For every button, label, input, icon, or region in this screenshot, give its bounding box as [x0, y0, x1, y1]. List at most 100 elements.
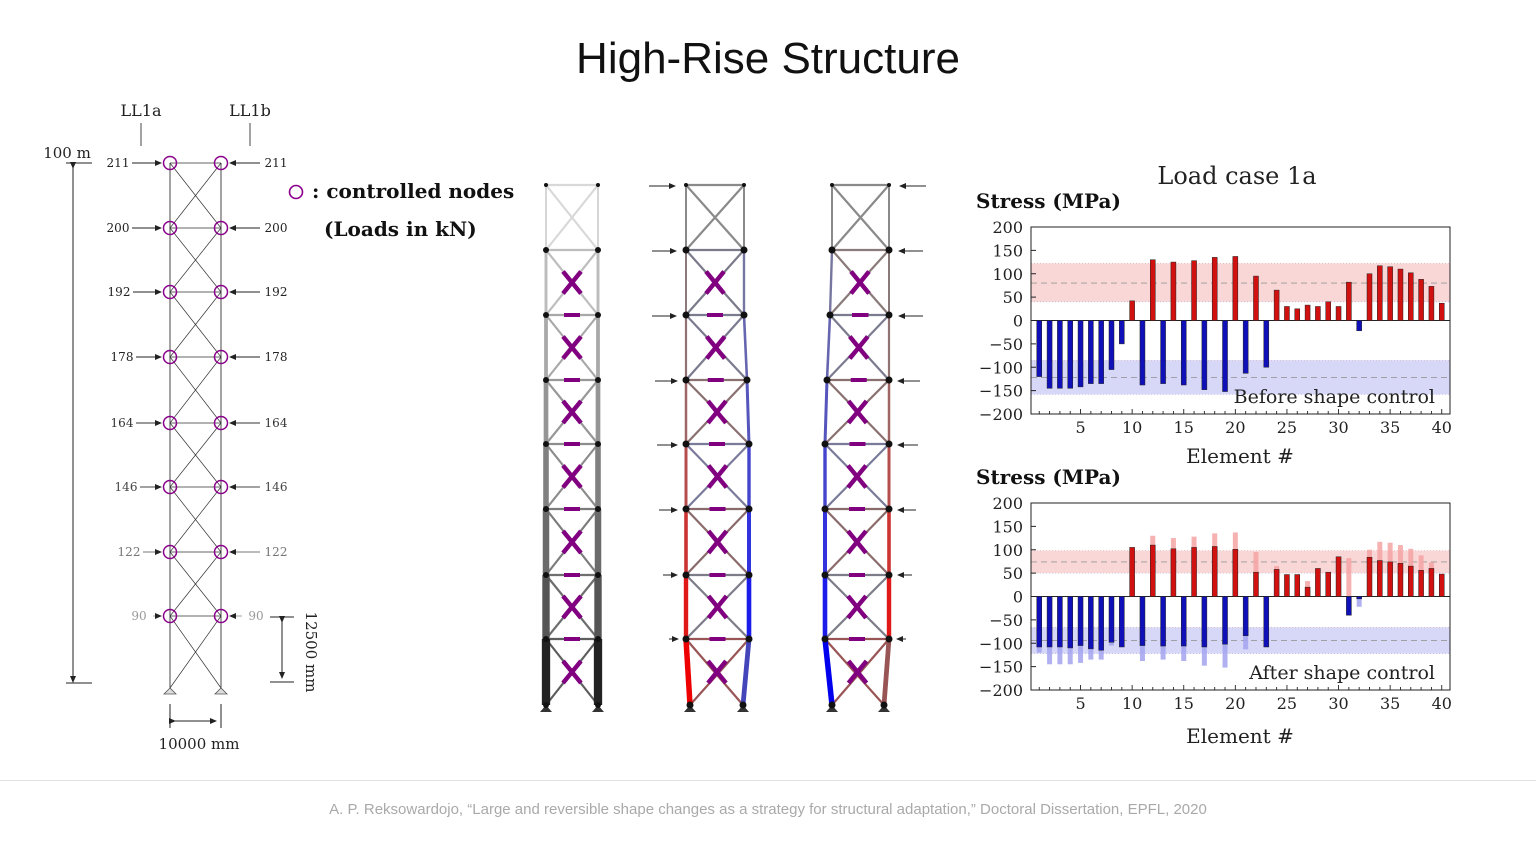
node	[543, 441, 549, 447]
stress-bar	[1418, 570, 1424, 597]
node	[885, 311, 893, 319]
load-label-right: 146	[265, 480, 288, 494]
chart-annotation: After shape control	[1248, 662, 1435, 684]
stress-bar	[1232, 256, 1239, 321]
x-tick-label: 20	[1225, 694, 1245, 713]
bay-height-dimension-label: 12500 mm	[302, 612, 320, 693]
stress-bar	[1366, 556, 1373, 597]
footer-divider	[0, 780, 1536, 781]
x-tick-label: 10	[1122, 694, 1142, 713]
x-tick-label: 20	[1225, 418, 1245, 437]
controlled-node-icon	[162, 608, 178, 624]
controlled-node-icon	[213, 608, 229, 624]
y-tick-label: 200	[992, 494, 1023, 513]
stress-bar	[1335, 306, 1342, 321]
chart-annotation: Before shape control	[1234, 386, 1435, 408]
stress-bar	[1273, 289, 1280, 321]
stress-bar	[1139, 596, 1146, 646]
node	[830, 183, 834, 187]
load-label-left: 146	[115, 480, 138, 494]
reference-bar	[1346, 558, 1352, 597]
page-title: High-Rise Structure	[576, 34, 960, 83]
node	[823, 376, 831, 384]
actuator-brace	[561, 335, 583, 360]
controlled-node-icon	[213, 544, 229, 560]
node	[885, 635, 893, 643]
stress-bar	[1304, 586, 1311, 597]
stress-bar	[1201, 320, 1208, 390]
stress-bar	[1201, 596, 1208, 648]
node	[682, 311, 690, 319]
brace-line	[169, 615, 222, 689]
node	[682, 635, 690, 643]
stress-chart-before: Load case 1a Stress (MPa) Element # 2001…	[976, 162, 1452, 468]
stress-bar	[1428, 568, 1435, 597]
node	[745, 635, 753, 643]
actuator-brace	[846, 594, 868, 620]
stress-bar	[1397, 563, 1404, 597]
stress-bar	[1180, 320, 1187, 386]
stress-bar	[1242, 596, 1249, 637]
stress-bar	[1119, 320, 1125, 345]
brace-line	[169, 291, 222, 358]
node	[745, 571, 753, 579]
y-tick-label: −50	[989, 611, 1023, 630]
stress-bar	[1170, 548, 1177, 597]
load-label-left: 211	[107, 156, 130, 170]
node	[682, 246, 690, 254]
load-label-right: 90	[248, 609, 263, 623]
brace-member	[824, 638, 885, 706]
stress-bar	[1211, 546, 1218, 597]
stress-bar	[1129, 300, 1135, 321]
node	[740, 246, 748, 254]
stress-bar	[1356, 320, 1362, 332]
node	[743, 376, 751, 384]
node	[543, 702, 549, 708]
stress-bar	[1242, 320, 1249, 374]
actuator-brace	[849, 270, 871, 295]
y-tick-label: −150	[979, 658, 1023, 677]
node	[595, 572, 601, 578]
node	[595, 636, 601, 642]
node	[742, 183, 746, 187]
stress-bar	[1315, 306, 1321, 321]
x-tick-label: 15	[1174, 694, 1194, 713]
actuator-brace	[561, 399, 583, 425]
x-tick-label: 35	[1380, 694, 1400, 713]
y-tick-label: 50	[1003, 564, 1023, 583]
y-tick-label: −50	[989, 335, 1023, 354]
tower-force-view	[540, 183, 604, 712]
actuator-brace	[561, 464, 583, 489]
node	[828, 246, 836, 254]
node	[543, 247, 549, 253]
stress-bar	[1325, 571, 1331, 597]
x-tick-label: 40	[1432, 694, 1452, 713]
load-label-right: 178	[265, 350, 288, 364]
actuator-brace	[705, 335, 727, 360]
node	[595, 377, 601, 383]
load-label-right: 192	[265, 285, 288, 299]
y-axis-label: Stress (MPa)	[976, 465, 1121, 489]
y-tick-label: 150	[992, 517, 1023, 536]
node	[595, 441, 601, 447]
stress-bar	[1408, 272, 1414, 321]
y-tick-label: 200	[992, 218, 1023, 237]
x-tick-label: 30	[1328, 694, 1348, 713]
stress-bar	[1211, 257, 1218, 321]
x-tick-label: 35	[1380, 418, 1400, 437]
y-tick-label: 100	[992, 541, 1023, 560]
y-tick-label: 50	[1003, 288, 1023, 307]
stress-bar	[1108, 320, 1115, 370]
controlled-node-icon	[213, 415, 229, 431]
stress-bar	[1098, 596, 1104, 651]
actuator-brace	[706, 659, 728, 685]
node	[739, 701, 747, 709]
brace-line	[169, 227, 222, 293]
controlled-node-icon	[162, 284, 178, 300]
stress-bar	[1366, 273, 1373, 321]
load-label-left: 178	[111, 350, 134, 364]
node	[682, 505, 690, 513]
stress-bar	[1253, 275, 1259, 321]
node	[885, 246, 893, 254]
pin-support-icon	[163, 687, 177, 695]
